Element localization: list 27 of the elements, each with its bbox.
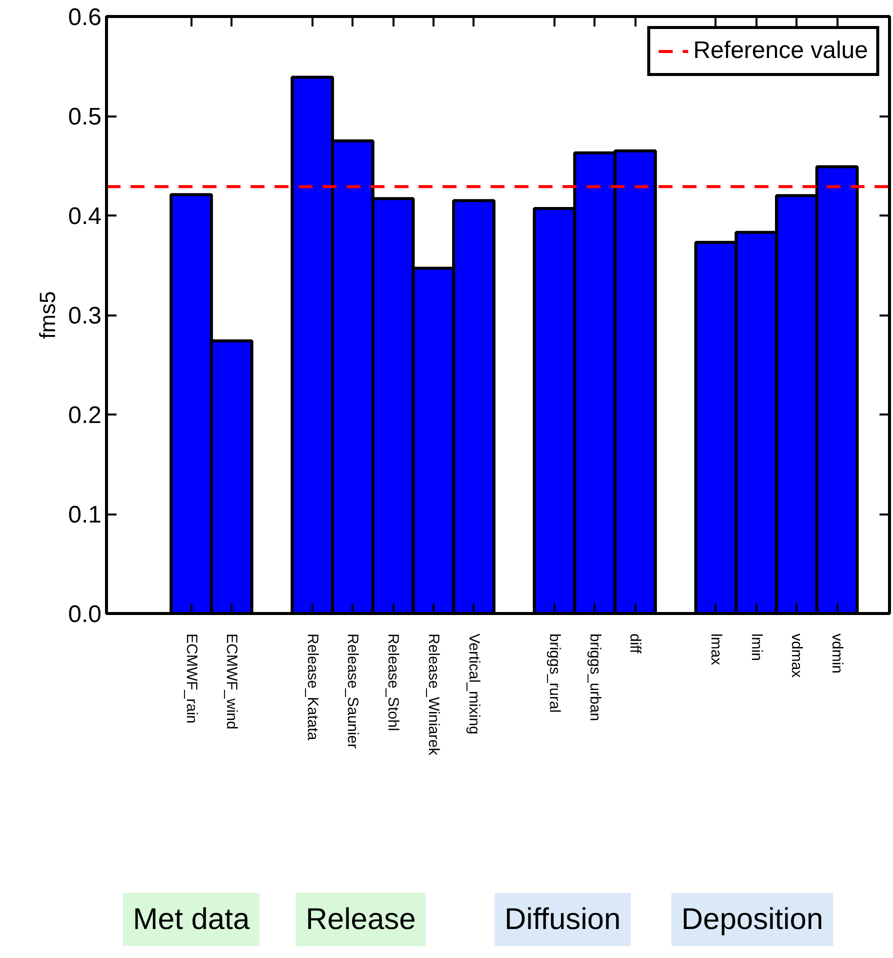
x-tick-label: lmax — [707, 634, 724, 666]
text: Diffusion — [504, 903, 621, 936]
x-tick-label: Release_Winiarek — [424, 634, 442, 756]
y-tick-label: 0.5 — [68, 104, 102, 130]
x-tick-label: ECMWF_rain — [182, 634, 200, 724]
x-tick-label: Release_Saunier — [344, 634, 362, 749]
y-axis-title: fms5 — [35, 291, 60, 339]
x-tick-label: Vertical_mixing — [465, 634, 482, 734]
y-tick-label: 0.6 — [68, 4, 102, 31]
text: Release — [306, 903, 416, 936]
y-tick-label: 0.1 — [68, 502, 102, 528]
x-tick-label: diff — [626, 634, 644, 654]
x-tick-label: vdmin — [828, 634, 846, 674]
x-tick-label: ECMWF_wind — [223, 634, 240, 730]
text: Met data — [132, 903, 250, 936]
x-tick-label: Release_Stohl — [384, 634, 402, 732]
y-tick-label: 0.2 — [68, 402, 102, 429]
x-tick-label: briggs_urban — [586, 634, 604, 722]
x-tick-label: Release_Katata — [304, 634, 321, 741]
y-tick-label: 0.4 — [68, 203, 102, 230]
y-tick-label: 0.3 — [68, 302, 102, 330]
x-tick-label: vdmax — [788, 634, 806, 678]
x-tick-label: lmin — [748, 634, 765, 662]
text: Deposition — [681, 903, 824, 936]
x-tick-label: briggs_rural — [546, 634, 564, 713]
y-tick-label: 0.0 — [68, 601, 102, 628]
legend-label: Reference value — [693, 37, 868, 65]
